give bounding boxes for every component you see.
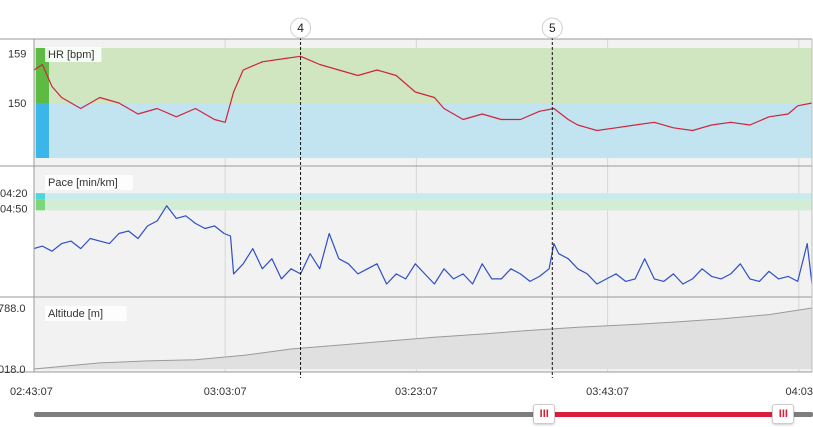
hr-panel-label: HR [bpm] bbox=[48, 49, 94, 61]
x-tick-label: 02:43:07 bbox=[10, 386, 53, 398]
hr-y-tick-label: 150 bbox=[8, 98, 26, 110]
pace-series-line bbox=[33, 205, 813, 285]
pace-y-tick-label: 04:20 bbox=[0, 188, 28, 200]
pace-zone-band bbox=[34, 193, 812, 200]
range-selection[interactable] bbox=[544, 412, 784, 417]
pace-y-tick-label: 04:50 bbox=[0, 203, 28, 215]
hr-zone-band bbox=[34, 103, 812, 158]
lap-marker-label: 5 bbox=[549, 21, 556, 35]
x-tick-label: 04:03 bbox=[785, 386, 813, 398]
altitude-label-box bbox=[45, 306, 127, 321]
hr-label-box bbox=[45, 47, 102, 62]
range-handle-right[interactable]: III bbox=[772, 404, 795, 424]
altitude-line bbox=[33, 307, 813, 370]
lap-marker-badge bbox=[541, 17, 563, 39]
activity-chart: 159 150 HR [bpm] 04:20 04:50 Pace [min/km] 788… bbox=[0, 17, 813, 398]
hr-zone-marker-blue bbox=[36, 103, 49, 158]
hr-y-tick-label: 159 bbox=[8, 49, 26, 61]
hr-series-line bbox=[33, 55, 813, 132]
range-track[interactable] bbox=[34, 412, 813, 417]
lap-marker-label: 4 bbox=[297, 21, 304, 35]
altitude-y-tick-label: 018.0 bbox=[0, 364, 26, 376]
range-handle-left[interactable]: III bbox=[533, 404, 556, 424]
pace-panel-label: Pace [min/km] bbox=[48, 177, 118, 189]
pace-zone-band bbox=[34, 199, 812, 211]
x-tick-label: 03:43:07 bbox=[586, 386, 629, 398]
x-tick-label: 03:23:07 bbox=[395, 386, 438, 398]
altitude-panel-label: Altitude [m] bbox=[48, 308, 103, 320]
altitude-y-tick-label: 788.0 bbox=[0, 303, 26, 315]
lap-marker-badge bbox=[290, 17, 312, 39]
pace-label-box bbox=[45, 175, 133, 190]
time-range-slider[interactable]: III III bbox=[34, 404, 813, 424]
pace-zone-marker-cyan bbox=[36, 193, 45, 200]
pace-zone-marker-green bbox=[36, 199, 45, 211]
x-tick-label: 03:03:07 bbox=[204, 386, 247, 398]
